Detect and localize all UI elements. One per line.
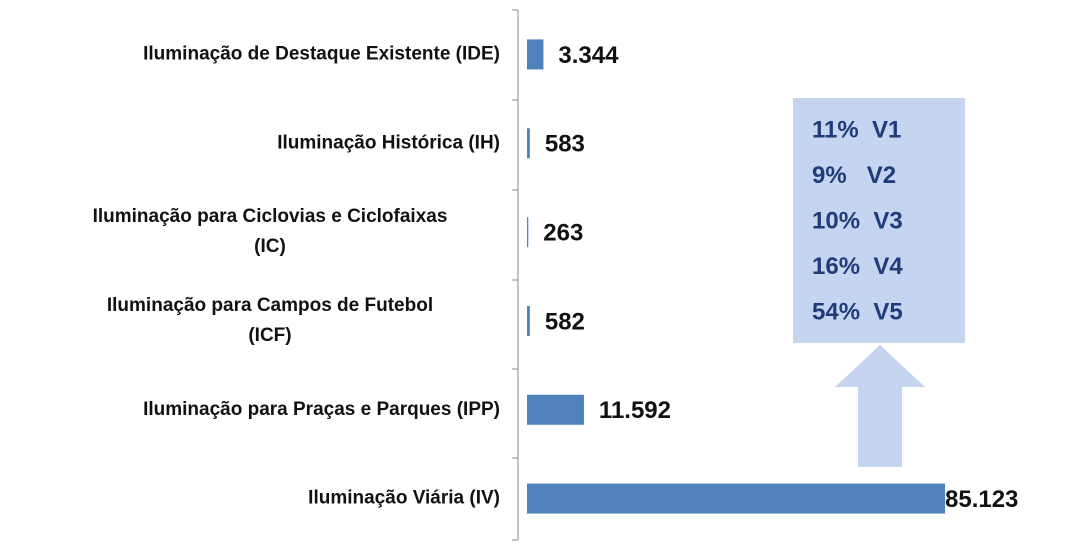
value-label: 11.592 — [599, 397, 671, 424]
bar — [527, 483, 945, 514]
bar — [527, 39, 544, 70]
arrow — [835, 345, 925, 467]
value-label: 582 — [545, 308, 585, 335]
annotation: 11% V1 — [812, 116, 901, 143]
value-label: 3.344 — [558, 42, 619, 69]
annotation: 9% V2 — [812, 162, 896, 189]
category-label: (IC) — [254, 236, 286, 257]
annotation: 54% V5 — [812, 298, 903, 325]
annotation: 16% V4 — [812, 253, 903, 280]
axis — [512, 9, 519, 541]
bar — [527, 305, 530, 336]
value-label: 583 — [545, 131, 585, 158]
category-label: Iluminação Viária (IV) — [308, 488, 500, 509]
bar — [527, 128, 530, 159]
bar — [527, 217, 529, 248]
category-label: Iluminação de Destaque Existente (IDE) — [143, 43, 500, 64]
category-label: Iluminação para Ciclovias e Ciclofaixas — [93, 206, 448, 227]
category-label: Iluminação para Praças e Parques (IPP) — [143, 399, 500, 420]
value-label: 85.123 — [945, 486, 1018, 513]
value-label: 263 — [543, 219, 583, 246]
category-label: (ICF) — [248, 325, 291, 346]
category-label: Iluminação Histórica (IH) — [277, 132, 500, 153]
annotation: 10% V3 — [812, 207, 903, 234]
category-label: Iluminação para Campos de Futebol — [107, 295, 433, 316]
bar — [527, 394, 584, 425]
annotation-box — [793, 98, 965, 343]
